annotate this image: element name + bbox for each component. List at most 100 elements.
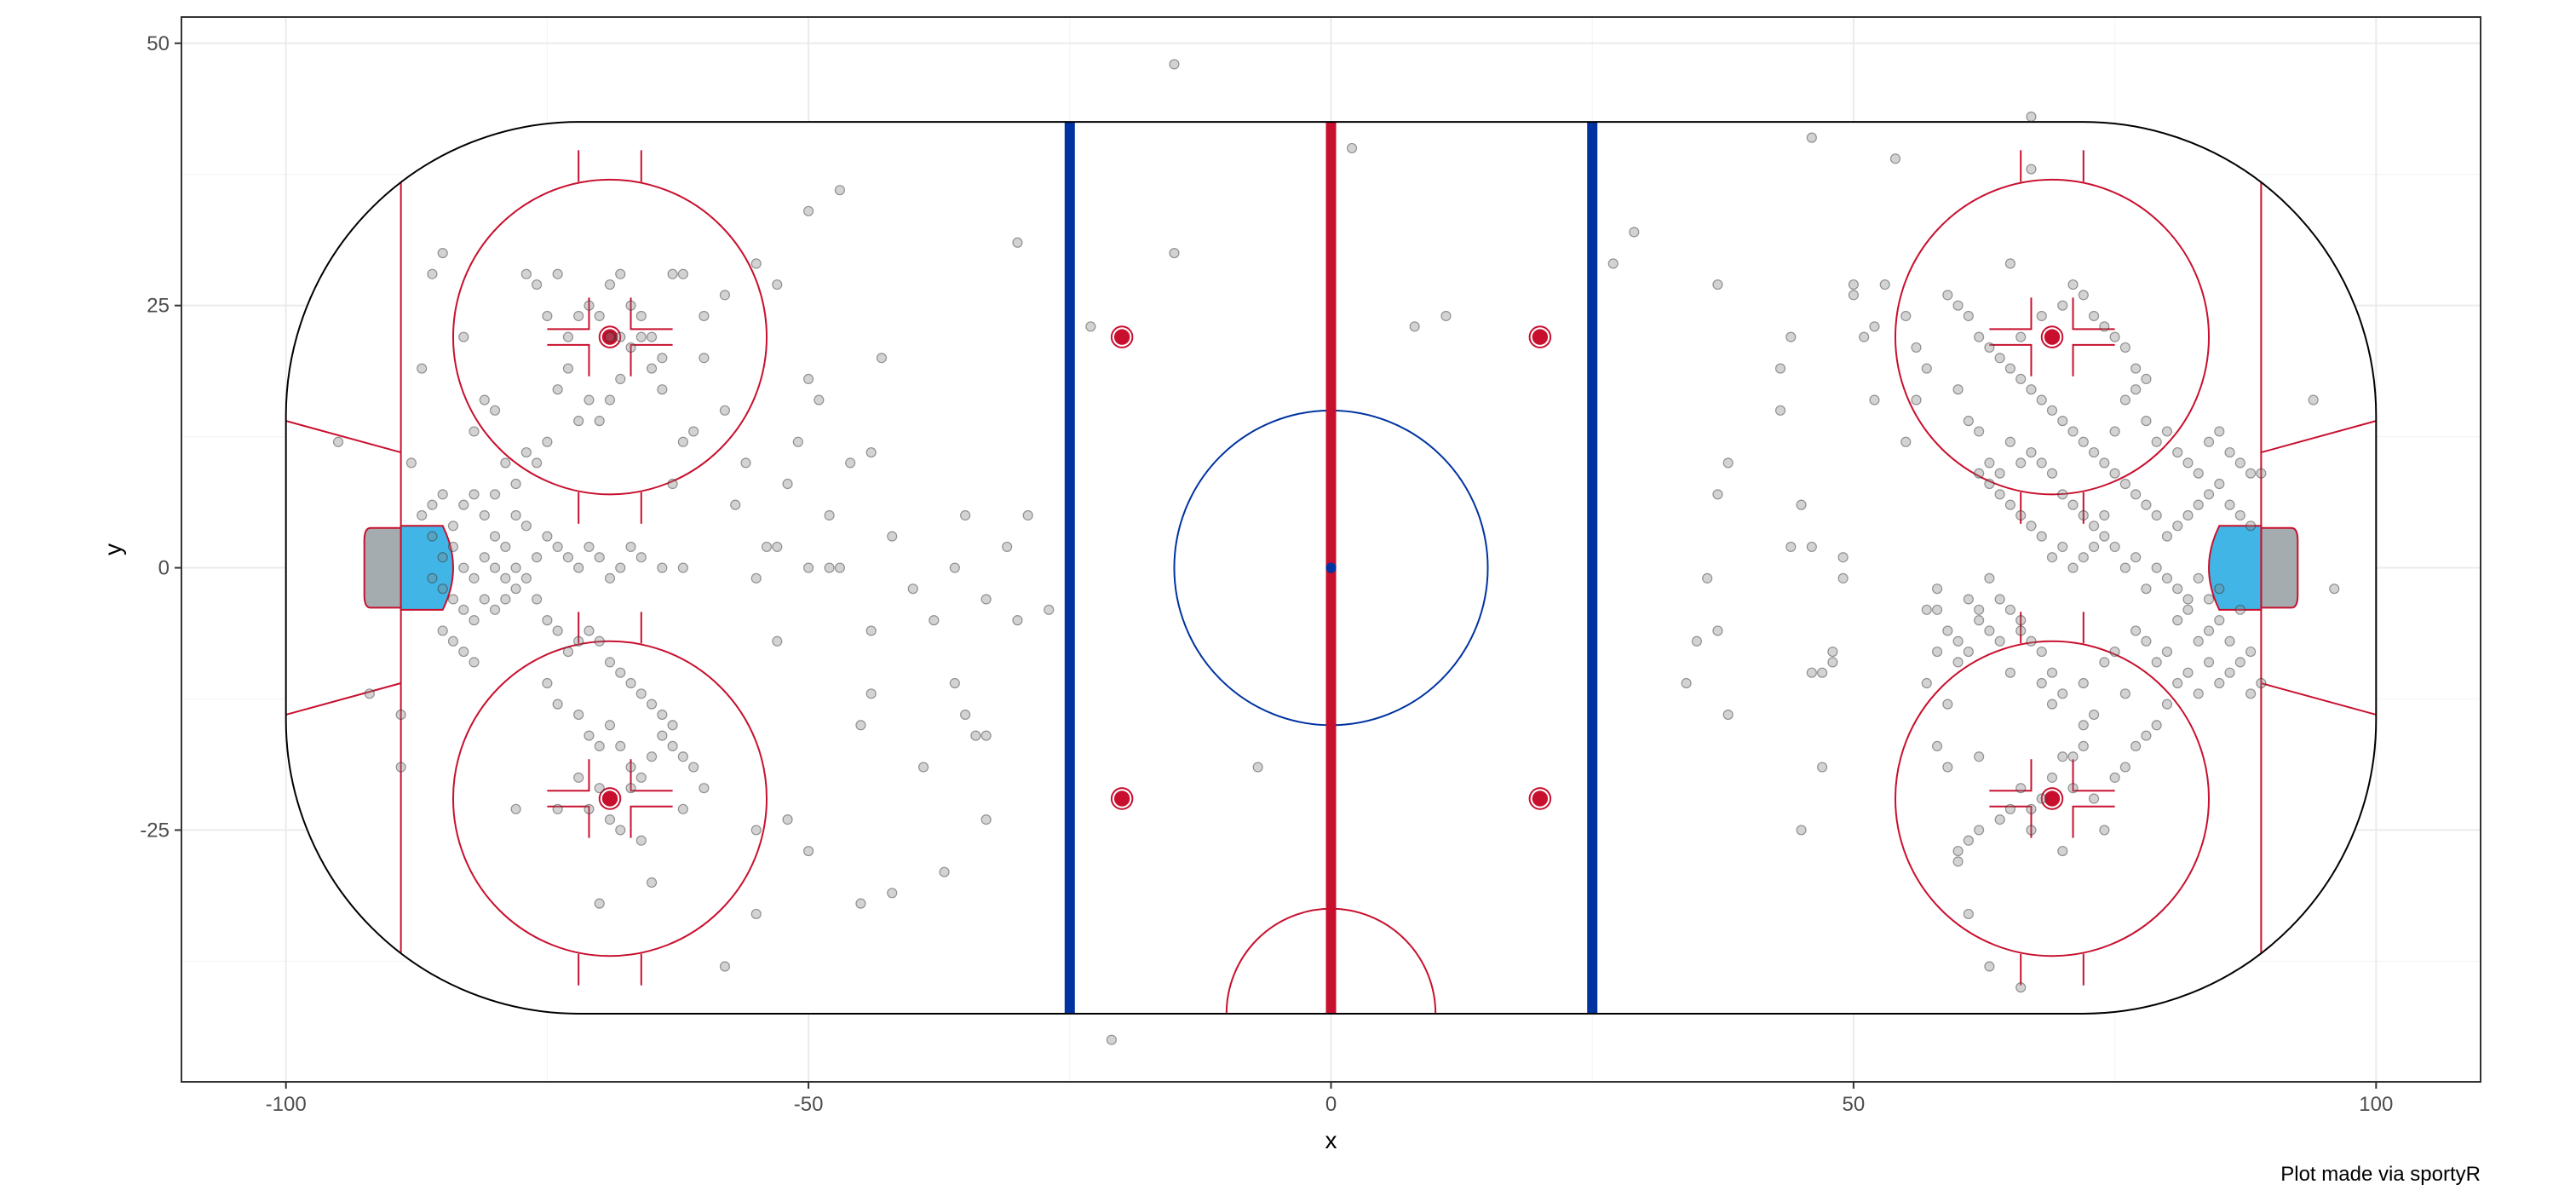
shot-point [2161, 699, 2173, 710]
faceoff-ring [451, 178, 768, 496]
shot-point [1921, 363, 1932, 374]
shot-point [1974, 825, 1985, 836]
shot-point [677, 751, 688, 762]
shot-point [2214, 426, 2225, 437]
shot-point [1952, 384, 1964, 395]
shot-point [1712, 625, 1723, 636]
shot-point [949, 677, 960, 689]
shot-point [802, 373, 814, 384]
trapezoid-line [285, 420, 401, 454]
shot-point [2245, 688, 2257, 699]
shot-point [2109, 331, 2120, 342]
shot-point [2078, 740, 2089, 752]
shot-point [2057, 845, 2068, 857]
shot-point [2036, 394, 2047, 405]
shot-point [2004, 803, 2016, 814]
shot-point [2046, 772, 2058, 783]
center-dot [1325, 562, 1337, 573]
shot-point [2109, 772, 2120, 783]
shot-point [2004, 667, 2016, 678]
shot-point [615, 740, 626, 752]
shot-point [635, 835, 647, 846]
shot-point [1952, 300, 1964, 311]
shot-point [594, 552, 605, 563]
shot-point [1974, 751, 1985, 762]
shot-point [1252, 762, 1263, 773]
shot-point [2224, 446, 2235, 458]
shot-point [1629, 227, 1640, 238]
shot-point [2151, 509, 2162, 521]
shot-point [500, 572, 511, 584]
shot-point [469, 572, 480, 584]
goal-crease [400, 525, 454, 611]
shot-point [520, 520, 532, 532]
shot-point [2234, 457, 2245, 469]
shot-point [1984, 961, 1995, 972]
shot-point [750, 572, 762, 584]
shot-point [719, 961, 731, 972]
shot-point [437, 489, 448, 500]
shot-point [2004, 258, 2016, 269]
shot-point [2214, 615, 2225, 626]
shot-point [395, 709, 406, 721]
shot-point [1984, 342, 1995, 354]
shot-point [2057, 300, 2068, 311]
shot-point [1837, 552, 1849, 563]
shot-point [458, 562, 469, 573]
shot-point [667, 268, 678, 279]
shot-point [2141, 730, 2152, 741]
shot-point [667, 478, 678, 490]
x-tick-label: 100 [2359, 1093, 2393, 1116]
shot-point [2214, 677, 2225, 689]
shot-point [500, 457, 511, 469]
shot-point [1409, 321, 1420, 332]
shot-point [719, 405, 731, 416]
plot-caption: Plot made via sportyR [2280, 1163, 2481, 1186]
shot-point [1785, 331, 1797, 342]
shot-point [2172, 677, 2183, 689]
shot-point [2256, 677, 2267, 689]
shot-point [657, 709, 668, 721]
goal-crease [2208, 525, 2263, 611]
shot-point [562, 646, 574, 658]
shot-point [1691, 635, 1702, 647]
shot-point [1942, 625, 1953, 636]
shot-point [417, 363, 428, 374]
shot-point [2224, 667, 2235, 678]
shot-point [1974, 468, 1985, 479]
faceoff-spot [601, 329, 618, 345]
shot-point [615, 268, 626, 279]
shot-point [2203, 594, 2215, 605]
shot-point [447, 594, 459, 605]
shot-point [750, 258, 762, 269]
shot-point [2245, 468, 2257, 479]
shot-point [594, 310, 605, 322]
shot-point [2182, 604, 2194, 615]
shot-point [646, 363, 658, 374]
shot-point [552, 268, 563, 279]
shot-point [625, 541, 636, 553]
shot-point [2130, 363, 2142, 374]
shot-point [573, 416, 584, 427]
y-tick-label: 50 [147, 32, 170, 55]
shot-point [615, 667, 626, 678]
shot-point [887, 531, 898, 542]
shot-point [447, 635, 459, 647]
shot-point [1963, 646, 1974, 658]
shot-point [635, 772, 647, 783]
shot-point [2151, 562, 2162, 573]
shot-point [1848, 290, 1860, 301]
shot-point [573, 310, 584, 322]
shot-point [2214, 584, 2225, 595]
shot-point [834, 185, 845, 196]
shot-point [2224, 635, 2235, 647]
shot-point [562, 363, 574, 374]
shot-point [2015, 509, 2027, 521]
shot-point [573, 562, 584, 573]
shot-point [2151, 657, 2162, 668]
shot-point [500, 594, 511, 605]
shot-point [1952, 845, 1964, 857]
shot-point [625, 300, 636, 311]
shot-point [1994, 353, 2005, 364]
shot-point [437, 247, 448, 259]
